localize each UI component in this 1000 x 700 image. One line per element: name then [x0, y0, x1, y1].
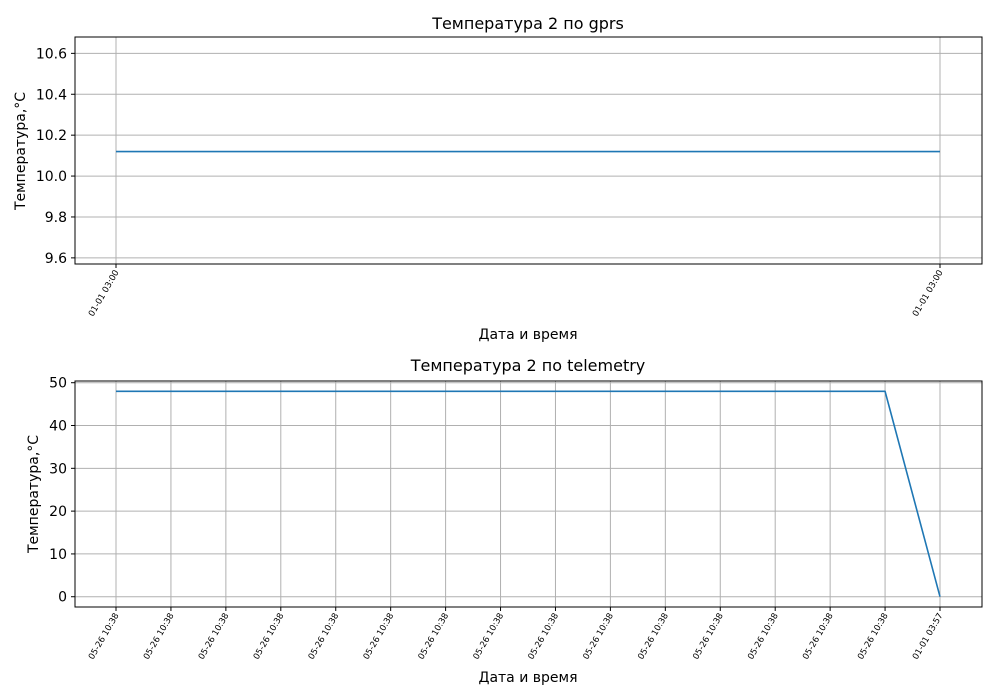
- y-tick-label: 0: [58, 590, 67, 606]
- y-tick-label: 10.0: [36, 169, 67, 185]
- chart-gprs-xlabel: Дата и время: [479, 327, 578, 343]
- series-line: [116, 390, 941, 597]
- chart-gprs-frame: [74, 36, 983, 265]
- y-tick-label: 10.4: [36, 87, 67, 103]
- chart-gprs: Температура 2 по gprs 9.6 9.8 10.0 10.2 10.4…: [13, 14, 983, 343]
- chart-telemetry-title: Температура 2 по telemetry: [410, 356, 646, 375]
- chart-telemetry-ylabel: Температура,°C: [26, 435, 42, 554]
- y-tick-label: 30: [49, 461, 67, 477]
- y-tick-label: 40: [49, 419, 67, 435]
- chart-gprs-title: Температура 2 по gprs: [431, 14, 624, 33]
- chart-telemetry-grid: [75, 381, 982, 607]
- chart-gprs-grid: [75, 37, 982, 264]
- y-tick-label: 50: [49, 376, 67, 392]
- y-tick-label: 9.8: [45, 210, 67, 226]
- chart-telemetry-xlabel: Дата и время: [479, 670, 578, 686]
- y-tick-label: 20: [49, 504, 67, 520]
- y-tick-label: 10.2: [36, 128, 67, 144]
- chart-gprs-ylabel: Температура,°C: [13, 92, 29, 211]
- chart-telemetry-yticks: 0 10 20 30 40 50: [49, 376, 75, 606]
- y-tick-label: 10.6: [36, 46, 67, 62]
- chart-telemetry-plot: [116, 390, 941, 597]
- chart-telemetry-frame: [74, 380, 983, 608]
- y-tick-label: 10: [49, 547, 67, 563]
- y-tick-label: 9.6: [45, 251, 67, 267]
- chart-gprs-yticks: 9.6 9.8 10.0 10.2 10.4 10.6: [36, 46, 75, 267]
